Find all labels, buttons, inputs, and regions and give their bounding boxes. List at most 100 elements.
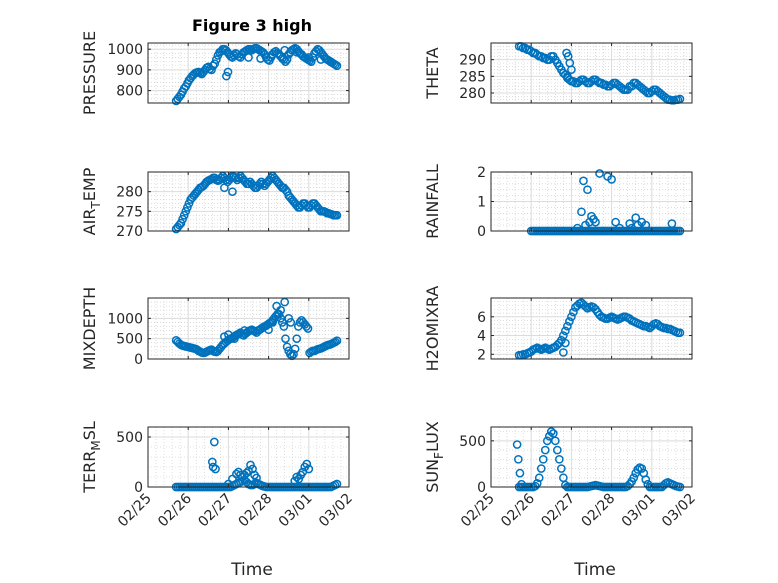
y-tick-label: 1 [477, 195, 486, 211]
data-point [316, 55, 326, 64]
data-point [285, 349, 295, 359]
data-point [279, 322, 289, 331]
data-point [667, 219, 677, 228]
data-point [601, 80, 610, 90]
data-point [292, 334, 302, 344]
panel-rainfall: 0 1 2 RAINFALL [423, 164, 693, 240]
data-point [591, 217, 600, 227]
data-point [629, 473, 639, 483]
y-tick-label: 6 [477, 310, 486, 326]
data-point [641, 86, 651, 96]
data-point [280, 45, 290, 55]
data-point [176, 218, 186, 228]
y-tick-label: 1000 [107, 311, 143, 327]
data-point [557, 464, 566, 473]
data-point [559, 348, 568, 357]
y-axis-label: THETA [423, 47, 442, 99]
data-point [615, 223, 624, 233]
y-tick-label: 285 [459, 69, 486, 85]
y-tick-label: 0 [134, 480, 143, 496]
data-point [266, 173, 276, 183]
data-points [514, 41, 685, 105]
data-point [607, 80, 616, 90]
panel-pressure: 800 900 1000 PRESSURE [80, 31, 350, 115]
data-point [587, 76, 596, 86]
axes-box [490, 297, 693, 360]
data-point [633, 465, 643, 474]
data-point [234, 173, 244, 183]
data-point [244, 179, 253, 189]
y-tick-label: 900 [116, 63, 143, 79]
data-point [513, 454, 523, 464]
y-tick-label: 290 [459, 53, 486, 69]
y-axis-label: RAINFALL [423, 164, 442, 239]
axes-box [147, 426, 350, 488]
data-point [276, 305, 286, 315]
y-tick-label: 500 [116, 332, 143, 348]
x-axis-label-right: Time [573, 560, 616, 580]
y-tick-label: 280 [459, 86, 486, 102]
data-point [617, 83, 627, 93]
x-tick-label: 03/02 [659, 491, 699, 531]
y-tick-label: 500 [116, 430, 143, 446]
data-point [264, 325, 273, 335]
data-point [595, 169, 604, 178]
data-point [240, 326, 249, 335]
data-point [276, 313, 286, 323]
x-tick-label: 03/01 [276, 491, 316, 531]
data-point [569, 307, 578, 317]
panel-h2omixra: 2 4 6 H2OMIXRA [423, 286, 693, 371]
x-tick-label: 02/27 [538, 491, 578, 531]
data-point [284, 313, 294, 323]
data-point [242, 468, 251, 478]
data-point [274, 309, 284, 319]
data-point [332, 210, 342, 220]
y-axis-label: TERRMSL [80, 421, 103, 494]
data-point [611, 217, 620, 227]
data-points [514, 298, 685, 360]
data-point [517, 479, 526, 489]
data-point [647, 86, 657, 96]
data-point [332, 479, 342, 489]
data-point [577, 207, 586, 217]
y-axis-label: AIRTEMP [80, 167, 103, 235]
data-point [208, 462, 218, 472]
x-tick-label: 02/26 [498, 490, 538, 530]
data-point [179, 210, 189, 220]
y-tick-label: 280 [116, 185, 143, 201]
x-tick-label: 02/26 [155, 490, 195, 530]
data-point [563, 321, 572, 331]
data-point [255, 179, 265, 189]
data-point [546, 427, 556, 436]
data-point [256, 54, 265, 63]
data-point [211, 464, 220, 474]
data-point [512, 440, 522, 449]
panel-air-temp: 270 275 280 AIRTEMP [80, 167, 350, 240]
data-point [675, 328, 685, 338]
data-point [641, 475, 651, 484]
data-point [181, 206, 191, 216]
data-point [281, 334, 290, 344]
x-tick-label: 02/25 [115, 491, 155, 531]
data-point [279, 55, 289, 64]
data-point [607, 175, 616, 184]
axes-box [147, 297, 350, 360]
data-point [289, 349, 298, 359]
data-point [330, 337, 340, 347]
data-point [230, 334, 239, 344]
y-axis-label: PRESSURE [80, 31, 99, 115]
y-tick-label: 0 [477, 224, 486, 240]
x-axis-label-left: Time [230, 560, 273, 580]
data-point [228, 187, 237, 197]
y-axis-label: SUNFLUX [423, 421, 446, 493]
data-point [277, 318, 287, 327]
y-tick-label: 2 [477, 347, 486, 363]
y-tick-label: 275 [116, 204, 143, 220]
data-point [244, 53, 253, 62]
y-tick-label: 270 [116, 224, 143, 240]
x-tick-label: 02/28 [579, 491, 619, 531]
data-point [579, 176, 588, 186]
data-point [216, 173, 226, 183]
data-point [573, 223, 582, 233]
